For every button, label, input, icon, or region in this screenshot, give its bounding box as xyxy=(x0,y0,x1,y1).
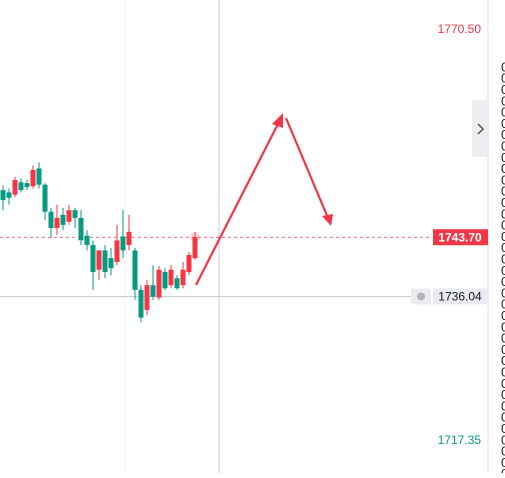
side-item: 0 xyxy=(501,297,505,312)
candle-body xyxy=(54,217,60,228)
side-item: 0 xyxy=(501,376,505,391)
candle-body xyxy=(48,211,54,228)
candle-body xyxy=(120,236,126,251)
candle-body xyxy=(24,183,30,187)
side-item: 0 xyxy=(501,398,505,413)
candle-body xyxy=(90,244,96,273)
crosshair-price-label: 1736.04 xyxy=(438,290,482,304)
collapse-button[interactable] xyxy=(472,100,489,157)
side-item: 0 xyxy=(501,218,505,233)
candle-body xyxy=(162,272,168,289)
side-item: 0 xyxy=(501,150,505,165)
side-item: 0 xyxy=(501,342,505,357)
side-item: 0 xyxy=(501,263,505,278)
last-price-glow xyxy=(190,232,200,243)
side-item: 0 xyxy=(501,172,505,187)
side-item: 0 xyxy=(501,285,505,300)
side-item: 0 xyxy=(501,127,505,142)
candle-body xyxy=(60,214,66,225)
last-price-box xyxy=(433,229,488,246)
side-item: 0 xyxy=(501,274,505,289)
candle-body xyxy=(108,258,114,269)
candle-body xyxy=(72,210,78,218)
candle-body xyxy=(138,289,144,318)
crosshair-price-box xyxy=(433,288,488,305)
candle-body xyxy=(6,192,12,198)
side-item: 0 xyxy=(501,240,505,255)
last-price-label: 1743.70 xyxy=(438,230,482,244)
side-item: 0 xyxy=(501,432,505,447)
candle-body xyxy=(174,278,180,289)
candle-body xyxy=(180,269,186,286)
side-item: 0 xyxy=(501,229,505,244)
side-item: 0 xyxy=(501,93,505,108)
candle-body xyxy=(186,255,192,273)
candle-body xyxy=(36,168,42,185)
side-item: 0 xyxy=(501,206,505,221)
side-item: 0 xyxy=(501,195,505,210)
side-item: 0 xyxy=(501,387,505,402)
side-item: 0 xyxy=(501,466,505,473)
side-item: 0 xyxy=(501,139,505,154)
side-item: 0 xyxy=(501,410,505,425)
candle-body xyxy=(84,235,90,245)
candle-body xyxy=(30,169,36,187)
candle-body xyxy=(192,237,198,259)
candle-body xyxy=(78,217,84,241)
candle-body xyxy=(12,180,18,195)
candle-body xyxy=(156,269,162,298)
bell-icon xyxy=(417,292,425,301)
side-item: 0 xyxy=(501,252,505,267)
side-item: 0 xyxy=(501,161,505,176)
candle-body xyxy=(102,250,108,273)
candle-body xyxy=(126,231,132,245)
side-item: 0 xyxy=(501,105,505,120)
collapse-icon xyxy=(477,123,485,135)
candle-body xyxy=(144,285,150,310)
side-item: 0 xyxy=(501,71,505,86)
candle-body xyxy=(150,285,156,297)
high-price-label: 1770.50 xyxy=(438,22,482,36)
side-item: 0 xyxy=(501,184,505,199)
candle-body xyxy=(0,190,6,201)
side-item: 0 xyxy=(501,421,505,436)
drawing-arrows xyxy=(195,113,333,286)
candle-body xyxy=(66,210,72,222)
side-item: 0 xyxy=(501,331,505,346)
candle-body xyxy=(18,182,24,191)
side-item: 0 xyxy=(501,365,505,380)
side-item: 0 xyxy=(501,444,505,459)
candle-body xyxy=(42,184,48,212)
candle-body xyxy=(168,269,174,286)
side-item: 0 xyxy=(501,308,505,323)
low-price-label: 1717.35 xyxy=(438,433,482,447)
side-panel: 0000000000000000000000000000000000000 xyxy=(501,59,505,478)
candle-body xyxy=(96,250,102,270)
candle-body xyxy=(114,240,120,262)
side-item: 0 xyxy=(501,82,505,97)
side-item: 0 xyxy=(501,353,505,368)
side-item: 0 xyxy=(501,116,505,131)
side-item: 0 xyxy=(501,59,505,74)
candle-body xyxy=(132,250,138,290)
side-item: 0 xyxy=(501,455,505,470)
side-item: 0 xyxy=(501,319,505,334)
